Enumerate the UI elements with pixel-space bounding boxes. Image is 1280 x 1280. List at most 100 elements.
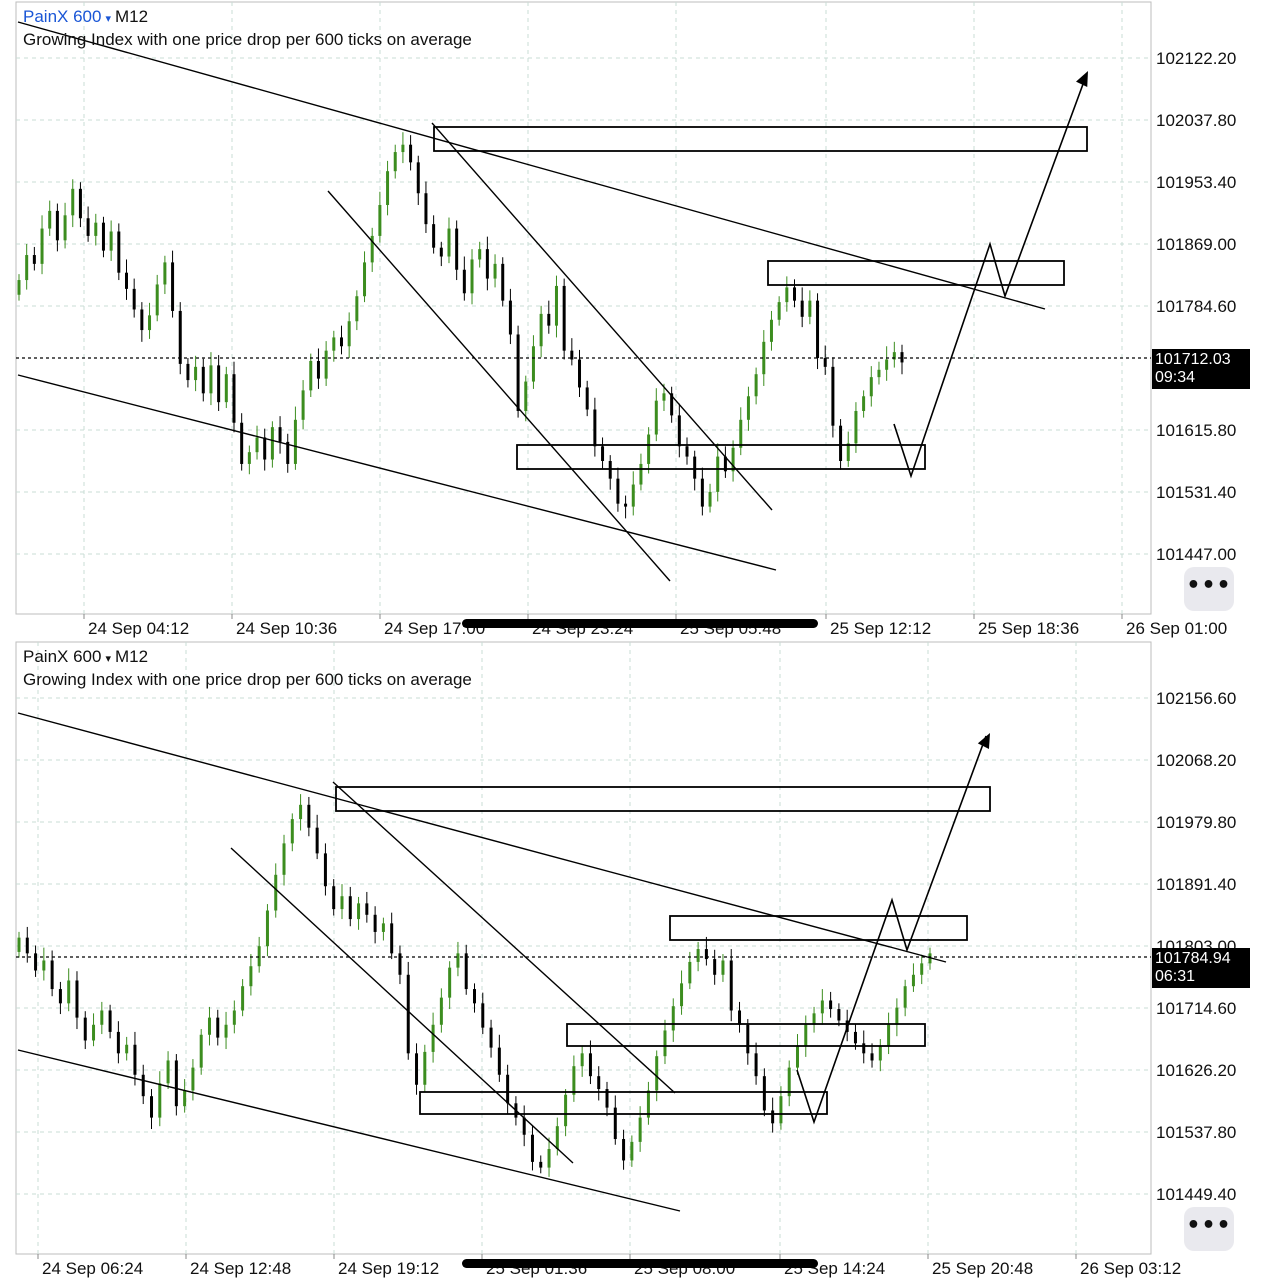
candle — [688, 951, 692, 990]
more-options-button[interactable]: ••• — [1184, 567, 1234, 611]
candle-body — [585, 387, 589, 410]
candle-body — [48, 210, 52, 229]
y-tick-label: 101891.40 — [1156, 875, 1236, 894]
candle — [862, 1030, 866, 1064]
candle — [671, 998, 675, 1042]
candle — [696, 941, 700, 972]
symbol-name[interactable]: PainX 600 — [23, 7, 102, 26]
candle — [588, 1040, 592, 1085]
y-tick-label: 101626.20 — [1156, 1061, 1236, 1080]
candle-body — [140, 309, 144, 331]
candle-body — [646, 1090, 650, 1118]
candle-body — [263, 437, 267, 460]
symbol-header[interactable]: PainX 600 ▾ M12 — [23, 7, 148, 27]
candle — [721, 954, 725, 982]
y-tick-label: 101784.60 — [1156, 297, 1236, 316]
candle-body — [124, 272, 128, 289]
scroll-handle[interactable] — [462, 619, 818, 628]
candle — [729, 949, 733, 1022]
zone-box — [419, 1091, 828, 1115]
candle-body — [473, 989, 476, 1004]
candle-countdown: 09:34 — [1155, 369, 1196, 386]
candle — [522, 1105, 526, 1147]
candle-body — [424, 193, 428, 225]
candle-body — [178, 310, 182, 364]
scroll-handle[interactable] — [462, 1259, 818, 1268]
candle-body — [522, 1117, 526, 1135]
candle — [299, 794, 303, 831]
y-tick-label: 102122.20 — [1156, 49, 1236, 68]
projection-path — [796, 735, 987, 1125]
candle-body — [481, 1003, 485, 1028]
candle — [508, 288, 512, 345]
candle — [339, 325, 343, 355]
candlestick-chart-bottom[interactable]: 102156.60102068.20101979.80101891.401018… — [0, 640, 1280, 1280]
candle-body — [370, 235, 374, 263]
candle — [55, 203, 59, 252]
candle — [870, 1043, 874, 1068]
candle — [885, 346, 889, 381]
candle — [895, 998, 899, 1037]
candle — [232, 361, 236, 433]
candle-body — [456, 953, 460, 968]
candle — [616, 467, 620, 512]
symbol-dropdown-icon[interactable]: ▾ — [105, 13, 111, 25]
x-tick-label: 26 Sep 01:00 — [1126, 619, 1227, 638]
candle — [393, 144, 397, 179]
candle — [355, 290, 359, 331]
chart-panel-top[interactable]: 102122.20 102037.80 101953.40 101869.00 1017… — [0, 0, 1280, 640]
candle-body — [655, 1056, 659, 1091]
candle — [564, 1089, 568, 1137]
candle-body — [516, 334, 520, 411]
candle-body — [622, 1139, 626, 1161]
symbol-header[interactable]: PainX 600 ▾ M12 — [23, 647, 148, 667]
candle-body — [793, 287, 797, 301]
candle — [132, 278, 136, 318]
x-tick-label: 24 Sep 19:12 — [338, 1259, 439, 1278]
candle-body — [439, 997, 443, 1025]
candle-body — [125, 1044, 129, 1054]
candle-body — [570, 350, 574, 360]
more-options-button[interactable]: ••• — [1184, 1207, 1234, 1251]
candle — [837, 1003, 841, 1027]
symbol-dropdown-icon[interactable]: ▾ — [105, 653, 111, 665]
candle — [823, 345, 827, 375]
candle-body — [738, 1010, 742, 1025]
x-tick-label: 25 Sep 12:12 — [830, 619, 931, 638]
y-tick-label: 101449.40 — [1156, 1185, 1236, 1204]
candle-body — [63, 215, 67, 241]
candle-body — [771, 1110, 775, 1124]
candle — [390, 912, 394, 960]
candle — [117, 223, 121, 281]
candle — [432, 215, 436, 254]
candle-body — [572, 1066, 576, 1095]
candle — [708, 483, 712, 513]
candle-body — [141, 1074, 145, 1097]
candle — [887, 1012, 891, 1055]
candle-body — [531, 346, 535, 382]
candle-body — [148, 315, 152, 331]
candle-body — [823, 358, 827, 367]
candle-body — [704, 949, 708, 960]
candle — [754, 1042, 758, 1085]
candle-body — [265, 910, 269, 947]
candlestick-chart-top[interactable]: 102122.20 102037.80 101953.40 101869.00 1017… — [0, 0, 1280, 640]
symbol-description: Growing Index with one price drop per 60… — [23, 30, 472, 49]
candle — [481, 992, 485, 1035]
symbol-name[interactable]: PainX 600 — [23, 647, 102, 666]
candle-body — [393, 152, 397, 172]
chart-panel-bottom[interactable]: 102156.60 102068.20 101979.80 101891.40 1018… — [0, 640, 1280, 1280]
candle — [75, 971, 79, 1030]
candle-body — [762, 1076, 766, 1111]
candle — [547, 1137, 551, 1177]
candle-body — [286, 441, 290, 464]
candle — [911, 963, 915, 992]
candle — [58, 981, 62, 1015]
candle-body — [647, 434, 651, 464]
candle-body — [639, 463, 643, 485]
candle-body — [194, 366, 198, 381]
candle-body — [401, 144, 405, 153]
candle-body — [406, 974, 410, 1054]
current-price-tag: 101712.03 09:34 — [1152, 349, 1250, 389]
candle — [125, 1036, 129, 1061]
